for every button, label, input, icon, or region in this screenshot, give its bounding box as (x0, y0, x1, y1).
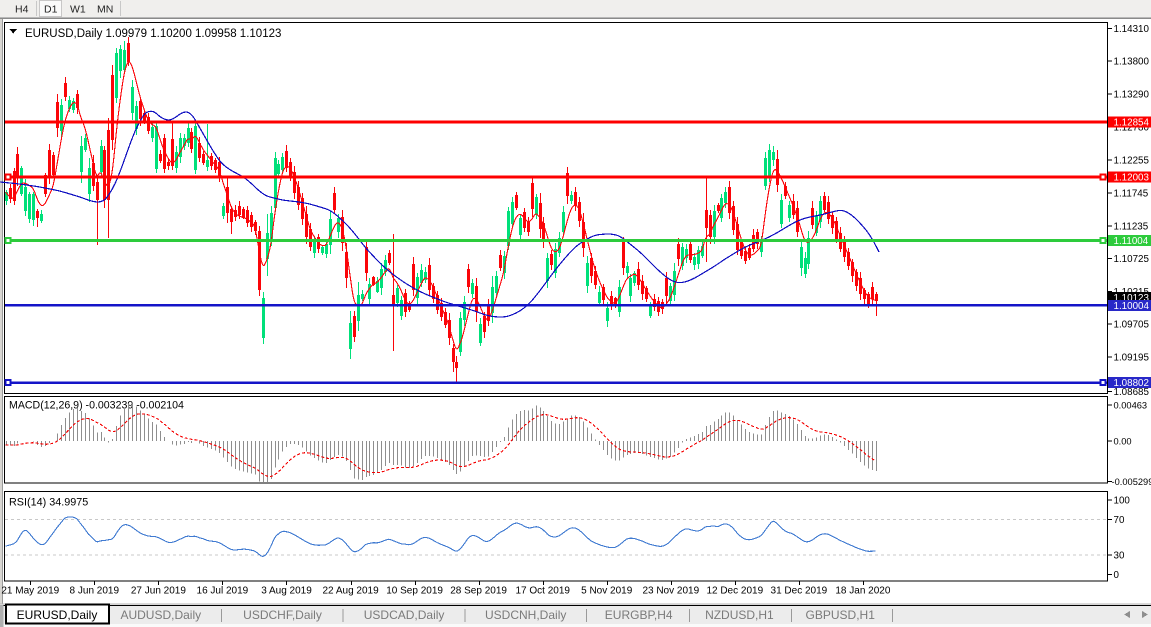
svg-text:AUDUSD,Daily: AUDUSD,Daily (120, 608, 201, 622)
svg-text:1.12854: 1.12854 (1114, 118, 1150, 129)
svg-text:5 Nov 2019: 5 Nov 2019 (581, 586, 633, 597)
svg-text:1.12780: 1.12780 (1114, 122, 1150, 133)
svg-text:23 Nov 2019: 23 Nov 2019 (642, 586, 699, 597)
svg-text:1.10004: 1.10004 (1114, 301, 1150, 312)
svg-text:1.11004: 1.11004 (1114, 236, 1149, 247)
svg-text:30: 30 (1114, 551, 1125, 562)
svg-text:-0.005299: -0.005299 (1112, 477, 1151, 487)
svg-text:1.08802: 1.08802 (1114, 378, 1149, 389)
svg-text:70: 70 (1114, 515, 1125, 526)
svg-text:12 Dec 2019: 12 Dec 2019 (706, 586, 763, 597)
svg-text:100: 100 (1114, 496, 1131, 507)
svg-text:1.09195: 1.09195 (1114, 353, 1150, 364)
svg-text:1.11745: 1.11745 (1114, 189, 1149, 200)
svg-text:EURGBP,H4: EURGBP,H4 (605, 608, 673, 622)
svg-text:EURUSD,Daily 1.09979 1.10200: EURUSD,Daily 1.09979 1.10200 1.09958 1.1… (25, 28, 281, 40)
svg-text:28 Sep 2019: 28 Sep 2019 (450, 586, 507, 597)
svg-text:1.12003: 1.12003 (1114, 172, 1150, 183)
svg-text:1.14310: 1.14310 (1114, 24, 1150, 35)
svg-text:EURUSD,Daily: EURUSD,Daily (17, 608, 98, 622)
svg-text:22 Aug 2019: 22 Aug 2019 (323, 586, 380, 597)
svg-text:18 Jan 2020: 18 Jan 2020 (835, 586, 890, 597)
svg-text:3 Aug 2019: 3 Aug 2019 (261, 586, 312, 597)
svg-text:D1: D1 (44, 4, 58, 16)
svg-text:1.08685: 1.08685 (1114, 387, 1150, 398)
svg-text:31 Dec 2019: 31 Dec 2019 (771, 586, 828, 597)
svg-text:8 Jun 2019: 8 Jun 2019 (70, 586, 120, 597)
svg-text:0: 0 (1114, 570, 1120, 581)
svg-text:1.09705: 1.09705 (1114, 320, 1150, 331)
svg-text:USDCNH,Daily: USDCNH,Daily (485, 608, 566, 622)
svg-text:NZDUSD,H1: NZDUSD,H1 (705, 608, 774, 622)
svg-text:1.12255: 1.12255 (1114, 156, 1150, 167)
svg-text:1.10725: 1.10725 (1114, 254, 1150, 265)
svg-text:W1: W1 (70, 4, 86, 16)
svg-text:USDCAD,Daily: USDCAD,Daily (364, 608, 445, 622)
svg-text:27 Jun 2019: 27 Jun 2019 (131, 586, 186, 597)
svg-text:0.00463: 0.00463 (1114, 400, 1148, 410)
svg-text:MACD(12,26,9) -0.003239 -0.002: MACD(12,26,9) -0.003239 -0.002104 (9, 400, 184, 412)
svg-text:17 Oct 2019: 17 Oct 2019 (515, 586, 570, 597)
svg-text:0.00: 0.00 (1114, 436, 1132, 446)
svg-text:1.10123: 1.10123 (1114, 293, 1150, 304)
svg-text:RSI(14) 34.9975: RSI(14) 34.9975 (9, 497, 88, 509)
svg-text:16 Jul 2019: 16 Jul 2019 (197, 586, 249, 597)
svg-text:1.13800: 1.13800 (1114, 57, 1150, 68)
svg-text:1.11235: 1.11235 (1114, 221, 1149, 232)
svg-text:USDCHF,Daily: USDCHF,Daily (243, 608, 322, 622)
svg-text:MN: MN (97, 4, 113, 16)
svg-text:21 May 2019: 21 May 2019 (1, 586, 59, 597)
svg-text:GBPUSD,H1: GBPUSD,H1 (806, 608, 876, 622)
svg-text:H4: H4 (15, 4, 29, 16)
svg-text:1.13290: 1.13290 (1114, 90, 1150, 101)
svg-text:10 Sep 2019: 10 Sep 2019 (386, 586, 443, 597)
